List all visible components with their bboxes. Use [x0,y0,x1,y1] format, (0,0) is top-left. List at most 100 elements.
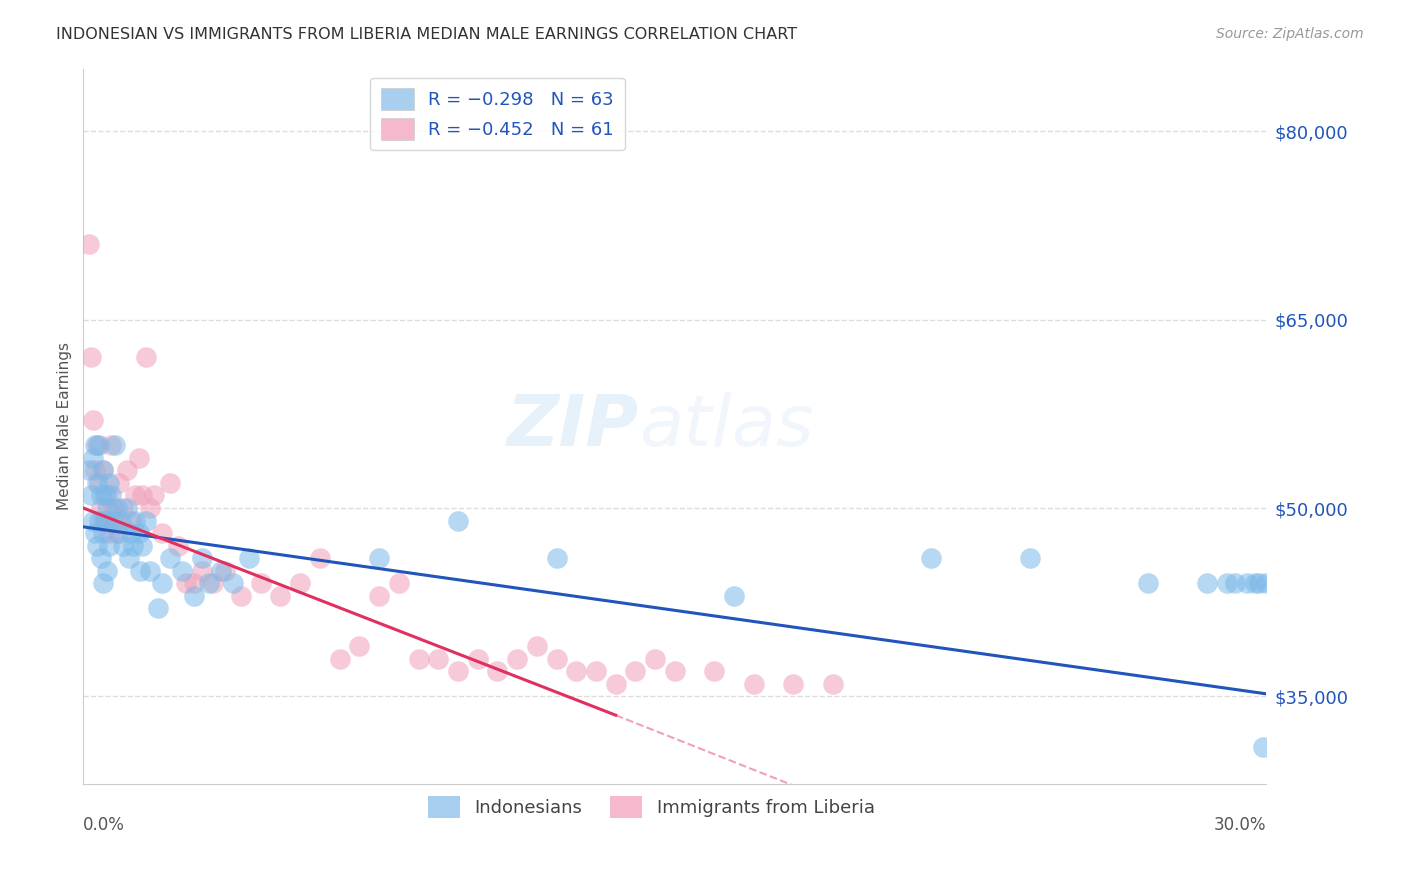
Text: 30.0%: 30.0% [1213,815,1267,834]
Point [84,526,107,541]
Point [94,514,117,528]
Point [190,564,212,578]
Point [565,665,588,679]
Point [80,351,103,365]
Point [128,450,150,465]
Point [97,539,120,553]
Point [104,438,127,452]
Point [91,463,114,477]
Point [249,576,271,591]
Point [117,551,139,566]
Point [84,463,107,477]
Point [183,589,205,603]
Point [135,514,157,528]
Point [124,488,146,502]
Point [329,651,352,665]
Point [86,475,108,490]
Point [585,665,607,679]
Point [96,488,118,502]
Point [111,501,134,516]
Point [309,551,332,566]
Point [526,639,548,653]
Point [84,438,107,452]
Point [1018,551,1040,566]
Point [101,501,124,516]
Point [427,651,450,665]
Point [388,576,411,591]
Point [96,564,118,578]
Point [170,564,193,578]
Point [214,564,236,578]
Point [546,551,568,566]
Point [115,501,138,516]
Point [1247,576,1270,591]
Point [77,237,100,252]
Point [97,526,120,541]
Text: 0.0%: 0.0% [83,815,125,834]
Point [77,463,100,477]
Y-axis label: Median Male Earnings: Median Male Earnings [58,343,72,510]
Point [624,665,647,679]
Point [447,514,470,528]
Point [238,551,260,566]
Point [86,438,108,452]
Point [82,450,104,465]
Point [408,651,430,665]
Point [121,539,143,553]
Point [139,501,162,516]
Point [209,564,232,578]
Point [644,651,666,665]
Point [100,488,122,502]
Point [80,488,103,502]
Point [920,551,942,566]
Point [190,551,212,566]
Point [703,665,725,679]
Point [101,514,124,528]
Point [148,601,170,615]
Point [467,651,489,665]
Point [107,526,129,541]
Point [1243,576,1265,591]
Point [1223,576,1246,591]
Point [174,576,197,591]
Point [90,501,112,516]
Point [82,514,104,528]
Point [135,351,157,365]
Point [94,514,117,528]
Point [546,651,568,665]
Point [605,677,627,691]
Text: INDONESIAN VS IMMIGRANTS FROM LIBERIA MEDIAN MALE EARNINGS CORRELATION CHART: INDONESIAN VS IMMIGRANTS FROM LIBERIA ME… [56,27,797,42]
Point [782,677,804,691]
Point [349,639,371,653]
Point [105,501,128,516]
Point [167,539,190,553]
Point [91,526,114,541]
Point [100,438,122,452]
Point [183,576,205,591]
Text: ZIP: ZIP [508,392,640,461]
Point [1137,576,1160,591]
Point [104,514,127,528]
Point [90,488,112,502]
Point [229,589,252,603]
Point [1256,576,1278,591]
Point [107,475,129,490]
Point [124,514,146,528]
Point [90,551,112,566]
Point [91,576,114,591]
Point [1251,739,1274,754]
Point [131,539,153,553]
Point [143,488,166,502]
Point [86,539,108,553]
Point [131,488,153,502]
Point [506,651,529,665]
Point [368,589,391,603]
Point [159,475,181,490]
Point [105,526,128,541]
Point [120,514,142,528]
Point [198,576,221,591]
Point [290,576,312,591]
Point [120,526,142,541]
Text: Source: ZipAtlas.com: Source: ZipAtlas.com [1216,27,1364,41]
Point [87,514,110,528]
